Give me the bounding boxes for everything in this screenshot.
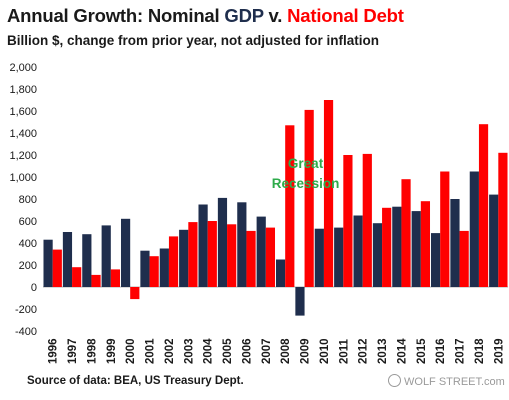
title-mid: v. <box>263 5 288 26</box>
gdp-bar <box>237 202 247 287</box>
title-gdp: GDP <box>224 5 264 26</box>
x-tick-label: 1998 <box>86 338 98 364</box>
x-tick-label: 2018 <box>474 338 486 364</box>
gdp-bar <box>314 228 324 287</box>
gdp-bar <box>295 287 305 316</box>
y-tick-label: 1,600 <box>9 106 37 118</box>
debt-bar <box>188 222 198 287</box>
debt-bar <box>401 179 411 287</box>
y-tick-label: 2,000 <box>9 62 37 74</box>
debt-bar <box>227 224 237 287</box>
x-tick-label: 1997 <box>67 338 79 364</box>
x-tick-label: 2017 <box>455 338 467 364</box>
watermark-text: WOLF STREET.com <box>404 376 505 388</box>
x-tick-label: 2001 <box>145 338 157 364</box>
debt-bar <box>149 256 159 287</box>
y-tick-label: 0 <box>31 282 37 294</box>
debt-bar <box>246 230 256 287</box>
debt-bar <box>382 207 392 287</box>
annotation-label: Recession <box>272 176 340 191</box>
watermark: WOLF STREET.com <box>388 374 505 388</box>
wechat-icon <box>388 374 401 387</box>
debt-bar <box>91 274 101 287</box>
debt-bar <box>459 230 469 287</box>
debt-bar <box>478 124 489 287</box>
x-tick-label: 2016 <box>435 338 447 364</box>
x-tick-label: 2009 <box>300 338 312 364</box>
gdp-bar <box>450 199 460 287</box>
y-tick-label: -400 <box>15 326 37 338</box>
x-tick-label: 2014 <box>396 338 408 364</box>
x-tick-label: 2010 <box>319 338 331 364</box>
x-tick-label: 2011 <box>338 338 350 364</box>
x-tick-label: 2002 <box>164 338 176 364</box>
y-tick-label: 800 <box>19 194 37 206</box>
x-tick-label: 2019 <box>493 338 505 364</box>
x-tick-label: 1996 <box>48 338 60 364</box>
gdp-bar <box>489 194 499 287</box>
x-tick-label: 2012 <box>358 338 370 364</box>
gdp-bar <box>275 259 286 287</box>
debt-bar <box>265 227 276 287</box>
debt-bar <box>130 287 140 300</box>
gdp-bar <box>43 239 53 287</box>
debt-bar <box>362 153 372 287</box>
debt-bar <box>498 152 508 287</box>
gdp-bar <box>372 223 383 287</box>
x-tick-label: 2007 <box>261 338 273 364</box>
gdp-bar <box>120 218 131 287</box>
gdp-bar <box>179 229 189 287</box>
title-debt: National Debt <box>287 5 404 26</box>
x-tick-label: 2005 <box>222 338 234 364</box>
y-tick-label: -200 <box>15 304 37 316</box>
debt-bar <box>110 269 121 287</box>
y-tick-label: 1,200 <box>9 150 37 162</box>
gdp-bar <box>430 233 441 287</box>
gdp-bar <box>334 227 344 287</box>
x-tick-label: 2000 <box>125 338 137 364</box>
title-prefix: Annual Growth: Nominal <box>7 5 225 26</box>
x-tick-label: 2015 <box>416 338 428 364</box>
y-tick-label: 200 <box>19 260 37 272</box>
debt-bar <box>343 155 353 287</box>
gdp-bar <box>62 232 73 287</box>
debt-bar <box>168 236 179 287</box>
debt-bar <box>323 100 334 287</box>
gdp-bar <box>469 171 479 287</box>
gdp-bar <box>411 211 421 287</box>
annotation-label: Great <box>288 156 324 171</box>
gdp-bar <box>217 197 228 287</box>
debt-bar <box>207 221 217 287</box>
gdp-bar <box>198 204 208 287</box>
x-tick-label: 2006 <box>241 338 253 364</box>
debt-bar <box>440 171 450 287</box>
gdp-bar <box>392 206 402 287</box>
y-tick-label: 600 <box>19 216 37 228</box>
chart-title: Annual Growth: Nominal GDP v. National D… <box>7 5 404 27</box>
debt-bar <box>420 201 431 287</box>
gdp-bar <box>353 215 363 287</box>
x-tick-label: 2008 <box>280 338 292 364</box>
x-tick-label: 2004 <box>203 338 215 364</box>
y-tick-label: 1,400 <box>9 128 37 140</box>
y-tick-label: 400 <box>19 238 37 250</box>
y-tick-label: 1,000 <box>9 172 37 184</box>
debt-bar <box>52 249 62 287</box>
gdp-bar <box>82 234 92 287</box>
x-tick-label: 2013 <box>377 338 389 364</box>
y-tick-label: 1,800 <box>9 84 37 96</box>
debt-bar <box>285 125 295 287</box>
source-note: Source of data: BEA, US Treasury Dept. <box>27 375 244 387</box>
gdp-bar <box>256 216 266 287</box>
gdp-bar <box>159 248 169 287</box>
gdp-bar <box>101 225 111 287</box>
x-tick-label: 1999 <box>106 338 118 364</box>
x-tick-label: 2003 <box>183 338 195 364</box>
debt-bar <box>304 109 314 288</box>
debt-bar <box>72 267 82 287</box>
chart-subtitle: Billion $, change from prior year, not a… <box>7 33 380 48</box>
gdp-bar <box>140 250 150 287</box>
